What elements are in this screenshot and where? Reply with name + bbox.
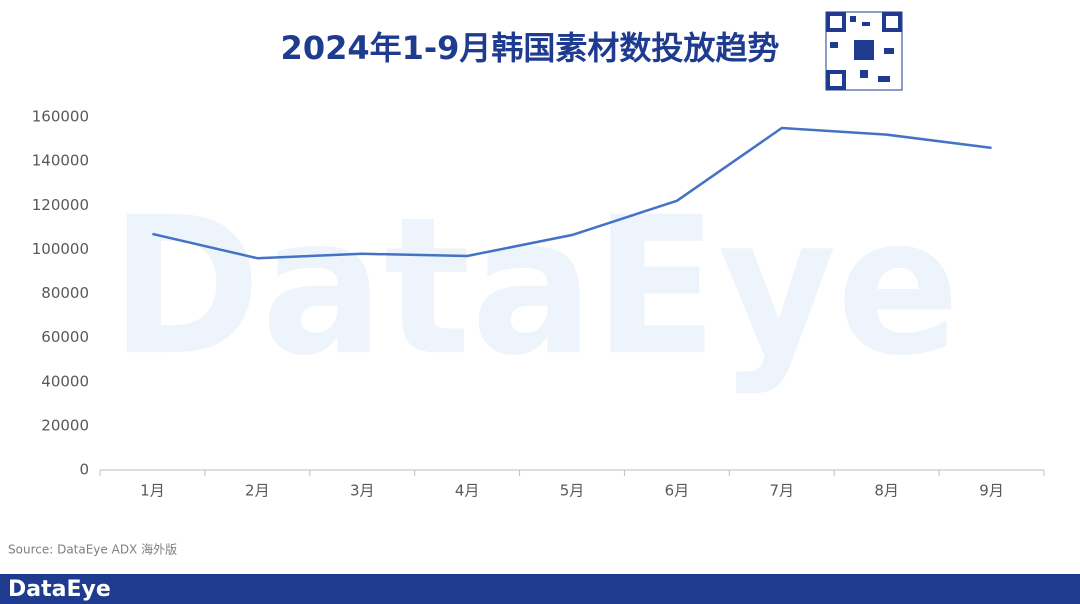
y-tick-label: 120000: [32, 196, 89, 214]
x-tick-label: 4月: [455, 482, 480, 500]
x-tick-label: 7月: [770, 482, 795, 500]
y-tick-label: 80000: [41, 284, 89, 302]
x-tick-label: 2月: [245, 482, 270, 500]
watermark: DataEye: [110, 176, 960, 397]
x-tick-label: 5月: [560, 482, 585, 500]
y-tick-label: 160000: [32, 108, 89, 126]
footer-bar: [0, 574, 1080, 604]
y-tick-label: 100000: [32, 240, 89, 258]
chart-title: 2024年1-9月韩国素材数投放趋势: [281, 29, 780, 67]
y-tick-label: 40000: [41, 372, 89, 390]
y-tick-label: 0: [79, 461, 89, 479]
footer-logo: DataEye: [8, 577, 111, 602]
x-tick-label: 9月: [979, 482, 1004, 500]
qr-code: [825, 11, 903, 91]
x-tick-label: 3月: [350, 482, 375, 500]
x-tick-label: 8月: [874, 482, 899, 500]
y-tick-label: 60000: [41, 328, 89, 346]
source-note: Source: DataEye ADX 海外版: [8, 542, 177, 557]
x-tick-label: 1月: [140, 482, 165, 500]
line-series: [152, 126, 992, 260]
y-tick-label: 140000: [32, 152, 89, 170]
y-tick-label: 20000: [41, 416, 89, 434]
x-tick-label: 6月: [665, 482, 690, 500]
